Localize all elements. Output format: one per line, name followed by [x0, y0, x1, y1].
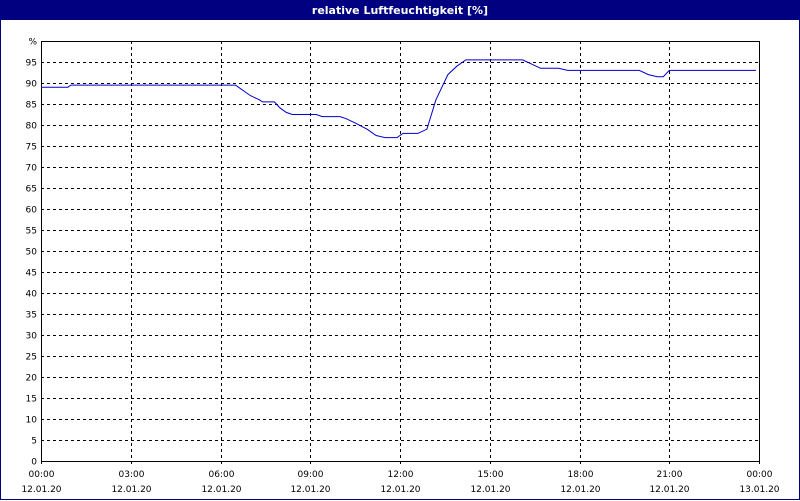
y-axis-labels: 0 5 10 15 20 25 30 35 40 45 50 55 60 65 70 75 80 85 90 95% [26, 38, 38, 468]
y-tick-label: 25 [26, 353, 37, 363]
x-tick-time-label: 06:00 [209, 470, 235, 480]
x-tick-date-label: 13.01.20 [739, 485, 779, 495]
y-tick-label: 60 [26, 206, 38, 216]
x-tick-time-label: 18:00 [568, 470, 594, 480]
y-tick-label: % [28, 38, 37, 48]
y-tick-label: 0 [31, 458, 37, 468]
x-tick-date-label: 12.01.20 [649, 485, 689, 495]
y-tick-label: 35 [26, 311, 37, 321]
x-tick-date-label: 12.01.20 [21, 485, 61, 495]
plot-area [41, 41, 760, 462]
y-tick-label: 75 [26, 143, 37, 153]
x-tick-date-label: 12.01.20 [560, 485, 600, 495]
y-tick-label: 5 [31, 437, 37, 447]
y-tick-label: 90 [26, 80, 38, 90]
chart-title: relative Luftfeuchtigkeit [%] [1, 1, 799, 20]
x-tick-time-label: 09:00 [298, 470, 324, 480]
x-tick-date-label: 12.01.20 [290, 485, 330, 495]
y-tick-label: 55 [26, 227, 37, 237]
humidity-series-line [41, 59, 756, 139]
y-tick-label: 40 [26, 290, 38, 300]
x-tick-date-label: 12.01.20 [201, 485, 241, 495]
grid-lines [41, 41, 760, 464]
x-axis-labels: 00:00 12.01.20 03:00 12.01.20 06:00 12.01.20 0… [21, 470, 779, 495]
x-tick-time-label: 03:00 [119, 470, 145, 480]
x-tick-date-label: 12.01.20 [380, 485, 420, 495]
y-tick-label: 80 [26, 122, 38, 132]
y-tick-label: 30 [26, 332, 38, 342]
y-tick-label: 10 [26, 416, 38, 426]
y-tick-label: 65 [26, 185, 37, 195]
y-tick-label: 15 [26, 395, 37, 405]
x-tick-time-label: 12:00 [388, 470, 414, 480]
y-tick-label: 70 [26, 164, 38, 174]
x-tick-time-label: 00:00 [29, 470, 55, 480]
x-tick-time-label: 15:00 [478, 470, 504, 480]
x-tick-time-label: 00:00 [747, 470, 773, 480]
y-tick-label: 50 [26, 248, 38, 258]
y-tick-label: 95 [26, 59, 37, 69]
x-tick-date-label: 12.01.20 [111, 485, 151, 495]
y-tick-label: 20 [26, 374, 38, 384]
y-tick-label: 45 [26, 269, 37, 279]
x-tick-date-label: 12.01.20 [470, 485, 510, 495]
x-tick-time-label: 21:00 [657, 470, 683, 480]
y-tick-label: 85 [26, 101, 37, 111]
